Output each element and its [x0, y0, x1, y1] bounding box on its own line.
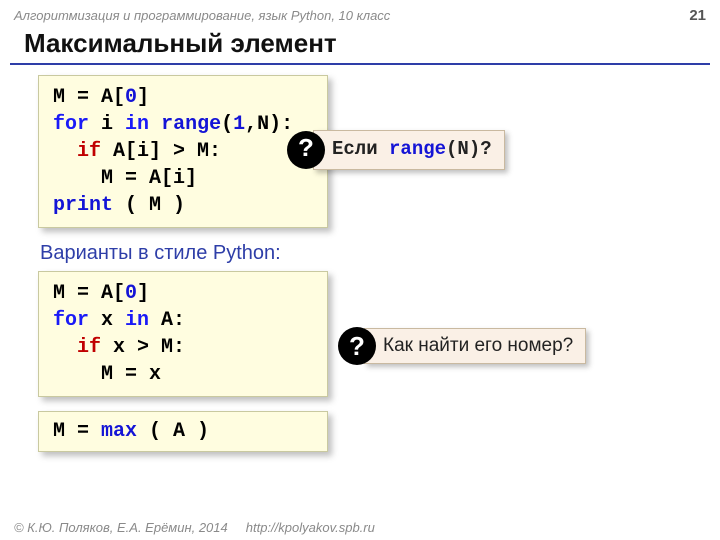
callout-2-text: Как найти его номер? [364, 328, 586, 364]
code-block-3: M = max ( A ) [38, 411, 328, 452]
code-block-2: M = A[0] for x in A: if x > M: M = x [38, 271, 328, 397]
callout-2: ? Как найти его номер? [338, 327, 586, 365]
code-block-1: M = A[0] for i in range(1,N): if A[i] > … [38, 75, 328, 228]
callout-1: ? Если range(N)? [287, 130, 505, 170]
page-title: Максимальный элемент [0, 26, 720, 63]
question-icon: ? [287, 131, 325, 169]
subheading: Варианты в стиле Python: [38, 242, 720, 271]
header-band: Алгоритмизация и программирование, язык … [0, 0, 720, 26]
footer-url: http://kpolyakov.spb.ru [246, 520, 375, 538]
title-rule [10, 63, 710, 65]
question-icon: ? [338, 327, 376, 365]
course-label: Алгоритмизация и программирование, язык … [14, 8, 390, 23]
page-number: 21 [689, 7, 706, 24]
copyright: © К.Ю. Поляков, Е.А. Ерёмин, 2014 [14, 520, 228, 538]
footer: © К.Ю. Поляков, Е.А. Ерёмин, 2014 http:/… [0, 518, 720, 540]
content-area: M = A[0] for i in range(1,N): if A[i] > … [0, 75, 720, 452]
callout-1-text: Если range(N)? [313, 130, 505, 170]
